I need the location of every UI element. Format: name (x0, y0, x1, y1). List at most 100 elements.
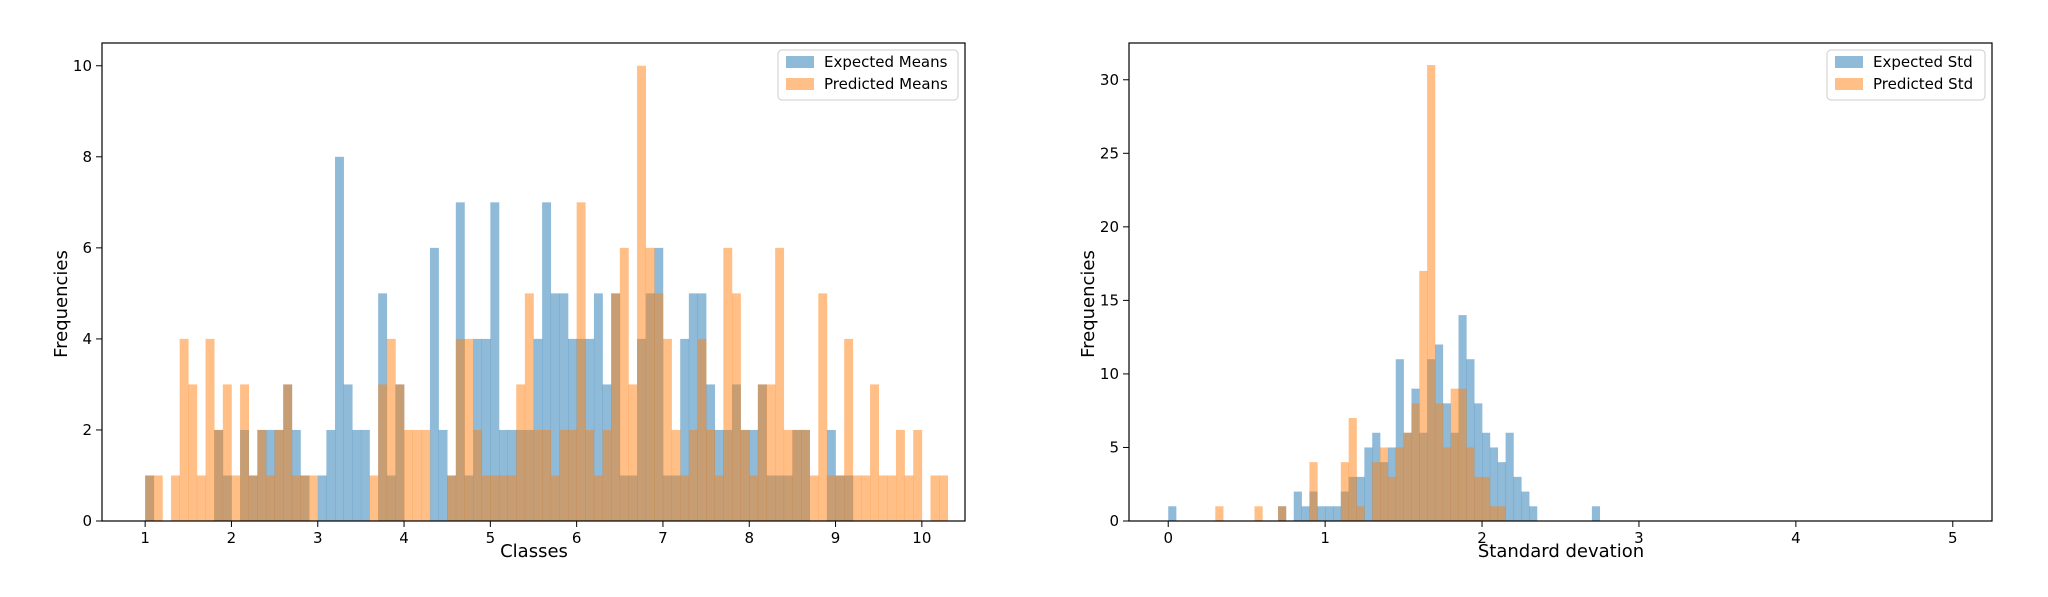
std-bar-predicted (1309, 462, 1318, 521)
std-bar-expected (1364, 447, 1373, 521)
means-bar-predicted (516, 384, 526, 521)
means-bar-predicted (671, 429, 681, 521)
std-x-tick-label: 5 (1948, 529, 1958, 547)
means-legend-box (777, 49, 959, 101)
means-bar-predicted (231, 475, 241, 521)
means-bar-predicted (749, 475, 759, 521)
std-bar-predicted (1411, 403, 1420, 521)
means-bar-predicted (205, 338, 215, 521)
std-legend: Expected Std Predicted Std (1826, 49, 1986, 101)
means-bar-predicted (265, 475, 275, 521)
means-bar-expected (429, 247, 439, 522)
means-bar-predicted (714, 475, 724, 521)
std-bar-predicted (1482, 476, 1491, 521)
means-y-tick-label: 10 (73, 57, 92, 75)
means-x-tick-label: 2 (227, 529, 237, 547)
std-bar-predicted (1474, 476, 1483, 521)
std-y-tick-label: 10 (1100, 365, 1119, 383)
means-bar-predicted (852, 475, 862, 521)
std-x-tick-label: 3 (1634, 529, 1644, 547)
means-x-tick-label: 7 (658, 529, 668, 547)
means-bar-expected (291, 429, 301, 521)
means-bar-predicted (861, 475, 871, 521)
means-y-tick-label: 2 (82, 421, 92, 439)
std-bar-predicted (1427, 65, 1436, 521)
means-bar-expected (490, 202, 500, 521)
means-bar-expected (680, 338, 690, 521)
means-bar-predicted (300, 475, 310, 521)
std-bars (1168, 65, 1601, 521)
means-x-tick-label: 9 (831, 529, 841, 547)
means-bar-expected (438, 429, 448, 521)
means-bar-predicted (378, 384, 388, 521)
std-bar-expected (1482, 432, 1491, 521)
std-y-tick-label: 20 (1100, 218, 1119, 236)
legend-label-predicted-means: Predicted Means (824, 75, 948, 93)
means-bar-predicted (826, 475, 836, 521)
means-bar-expected (335, 156, 344, 521)
std-bar-expected (1332, 506, 1342, 521)
means-bar-expected (688, 293, 698, 521)
std-bar-predicted (1450, 388, 1459, 521)
means-bar-predicted (593, 475, 603, 521)
std-bar-expected (1521, 491, 1530, 521)
std-chart: Frequencies Standard devation 0 1 2 3 4 5 0 5 10… (1078, 42, 1993, 562)
means-ylabel: Frequencies (51, 250, 72, 358)
std-bar-predicted (1254, 506, 1263, 521)
std-ticks: 0 1 2 3 4 5 0 5 10 15 20 25 30 (1100, 71, 1958, 547)
std-bar-predicted (1278, 506, 1287, 521)
means-bar-predicted (283, 384, 293, 521)
means-bar-predicted (740, 429, 750, 521)
means-bar-expected (498, 429, 508, 521)
means-bar-predicted (611, 293, 621, 521)
std-bar-predicted (1340, 462, 1349, 521)
means-bar-predicted (386, 338, 396, 521)
means-bar-expected (542, 202, 552, 521)
legend-swatch-expected-std (1835, 56, 1863, 68)
means-bar-expected (593, 293, 603, 521)
std-ylabel: Frequencies (1078, 250, 1099, 358)
means-bar-expected (714, 429, 724, 521)
std-y-tick-label: 5 (1109, 438, 1119, 456)
means-bar-predicted (481, 475, 491, 521)
means-bar-predicted (619, 247, 629, 522)
means-bar-predicted (792, 429, 802, 521)
means-bar-expected (343, 384, 353, 521)
means-bar-predicted (878, 475, 888, 521)
means-y-tick-label: 4 (82, 330, 92, 348)
means-bar-predicted (775, 247, 785, 522)
legend-swatch-predicted-means (786, 78, 814, 90)
std-bar-predicted (1458, 388, 1467, 521)
means-x-tick-label: 8 (744, 529, 754, 547)
std-bar-predicted (1497, 506, 1506, 521)
means-bar-predicted (369, 475, 379, 521)
legend-label-expected-means: Expected Means (824, 53, 948, 71)
means-bar-predicted (395, 384, 405, 521)
std-bar-expected (1529, 506, 1538, 521)
std-bar-predicted (1387, 476, 1397, 521)
legend-label-predicted-std: Predicted Std (1873, 75, 1973, 93)
means-bar-predicted (490, 475, 500, 521)
means-bar-predicted (507, 475, 517, 521)
means-bar-expected (265, 429, 275, 521)
std-bar-predicted (1489, 506, 1499, 521)
means-bar-predicted (559, 429, 569, 521)
means-bar-predicted (550, 475, 560, 521)
std-bar-expected (1466, 359, 1475, 521)
std-bar-expected (1325, 506, 1334, 521)
means-bar-predicted (809, 475, 819, 521)
means-bar-predicted (196, 475, 206, 521)
means-bar-predicted (274, 429, 284, 521)
means-bar-predicted (421, 429, 431, 521)
std-bar-expected (1168, 506, 1177, 521)
means-bar-predicted (801, 429, 810, 521)
std-y-tick-label: 0 (1109, 512, 1119, 530)
std-bar-predicted (1380, 447, 1389, 521)
std-bar-predicted (1419, 270, 1428, 521)
std-bar-predicted (1356, 506, 1365, 521)
std-bar-predicted (1403, 432, 1412, 521)
std-y-tick-label: 30 (1100, 71, 1119, 89)
means-bar-predicted (706, 429, 716, 521)
means-bar-predicted (248, 475, 258, 521)
